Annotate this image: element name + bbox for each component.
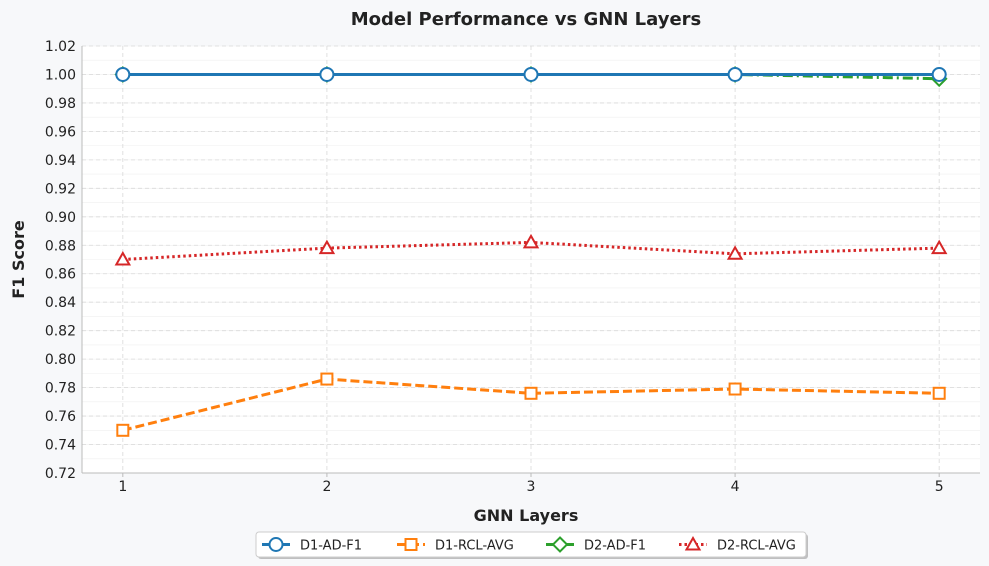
data-point: [522, 233, 540, 249]
legend: D1-AD-F1 D1-RCL-AVG D2-AD-F1 D2-RCL-AVG: [255, 531, 808, 559]
x-tick-label: 5: [935, 479, 944, 495]
y-tick-label: 0.92: [45, 181, 76, 197]
y-axis-title: F1 Score: [9, 220, 28, 299]
y-tick-label: 0.94: [45, 153, 76, 169]
data-point: [114, 250, 132, 266]
series-d1-rcl-avg: [116, 372, 946, 437]
legend-box: [255, 531, 807, 558]
data-point: [523, 66, 539, 82]
data-point: [319, 66, 335, 82]
legend-marker: [684, 535, 702, 551]
y-tick-label: 0.80: [45, 352, 76, 368]
data-point: [524, 386, 538, 400]
legend-label: D1-RCL-AVG: [435, 539, 514, 554]
x-tick-label: 4: [731, 479, 740, 495]
x-tick-label: 3: [527, 479, 536, 495]
data-point: [726, 245, 744, 260]
legend-entry: D2-RCL-AVG: [679, 535, 796, 554]
x-tick-label: 2: [322, 479, 331, 495]
x-tick-label: 1: [118, 479, 127, 495]
legend-entry: D1-AD-F1: [262, 537, 362, 554]
y-tick-label: 0.76: [45, 409, 76, 425]
data-point: [931, 66, 947, 82]
data-point: [728, 382, 742, 396]
x-axis-title: GNN Layers: [474, 506, 579, 525]
y-tick-label: 0.82: [45, 324, 76, 340]
chart-title: Model Performance vs GNN Layers: [351, 9, 702, 30]
y-tick-label: 0.72: [45, 466, 76, 482]
data-point: [930, 239, 948, 255]
y-tick-label: 0.98: [45, 96, 76, 112]
y-tick-label: 1.02: [45, 39, 76, 55]
data-point: [727, 66, 743, 82]
y-tick-label: 0.74: [45, 438, 76, 454]
y-tick-label: 0.86: [45, 267, 76, 283]
tick-labels: 0.72 0.74 0.76 0.78 0.80 0.82 0.84 0.86 0.88 0.90…: [45, 39, 944, 495]
series-d2-rcl-avg: [114, 233, 948, 266]
y-tick-label: 0.90: [45, 210, 76, 226]
legend-entry: D2-AD-F1: [546, 536, 646, 554]
series-lines: [114, 66, 948, 437]
data-point: [115, 66, 131, 82]
y-tick-label: 0.84: [45, 295, 76, 311]
legend-marker: [404, 538, 418, 551]
data-point: [932, 386, 946, 400]
y-tick-label: 1.00: [45, 67, 76, 83]
legend-label: D2-AD-F1: [584, 539, 646, 554]
legend-marker: [551, 536, 569, 553]
data-point: [318, 239, 336, 255]
data-point: [116, 423, 130, 437]
data-point: [320, 372, 334, 386]
legend-entry: D1-RCL-AVG: [397, 538, 514, 554]
y-tick-label: 0.96: [45, 124, 76, 140]
y-tick-label: 0.88: [45, 238, 76, 254]
legend-label: D1-AD-F1: [300, 539, 362, 554]
y-tick-label: 0.78: [45, 381, 76, 397]
legend-label: D2-RCL-AVG: [717, 539, 796, 554]
legend-marker: [268, 537, 284, 552]
series-d1-ad-f1: [115, 66, 947, 82]
